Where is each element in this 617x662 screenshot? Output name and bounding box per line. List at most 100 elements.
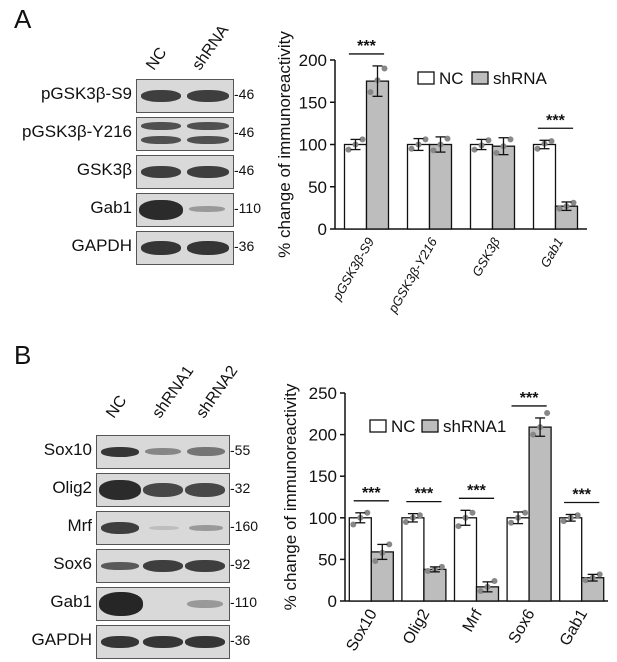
mw-marker-gapdh: -36 (230, 632, 251, 648)
blot-band (185, 636, 225, 648)
blot-strip-gab1 (136, 193, 234, 227)
y-tick-label: 100 (299, 136, 327, 155)
data-point (438, 563, 445, 570)
blot-strip-pgsk3-s9 (136, 79, 234, 113)
blot-band (187, 122, 229, 130)
significance-label: *** (546, 112, 565, 129)
data-point (372, 558, 379, 565)
x-tick-label-gab1: Gab1 (557, 606, 591, 648)
blot-band (141, 166, 181, 178)
blot-band (187, 166, 229, 178)
significance-label: *** (357, 38, 376, 55)
data-point (367, 89, 374, 96)
panel-letter-b: B (14, 340, 32, 370)
y-tick-label: 250 (309, 384, 337, 403)
legend-swatch-nc (369, 419, 387, 433)
blot-strip-gapdh (96, 625, 230, 659)
data-point (455, 523, 462, 530)
data-point (345, 146, 352, 153)
blot-band (99, 480, 141, 500)
y-tick-label: 150 (309, 467, 337, 486)
data-point (359, 136, 366, 143)
blot-strip-pgsk3-y216 (136, 117, 234, 151)
data-point (522, 509, 529, 516)
blot-strip-gab1 (96, 587, 230, 621)
data-point (548, 138, 555, 145)
data-point (530, 431, 537, 438)
blot-strip-mrf (96, 511, 230, 545)
blot-band (99, 592, 143, 616)
legend-label-nc: NC (439, 69, 464, 88)
data-point (350, 521, 357, 528)
data-point (508, 519, 515, 526)
blot-label-sox6: Sox6 (53, 554, 92, 573)
mw-marker-gab1: -110 (230, 594, 257, 610)
data-point (556, 205, 563, 212)
blot-band (187, 241, 229, 255)
blot-band (143, 483, 183, 497)
mw-marker-pgsk3-s9: -46 (234, 86, 255, 102)
data-point (560, 518, 567, 525)
data-point (416, 512, 423, 519)
data-point (596, 571, 603, 578)
bar-shrna1-olig2 (423, 568, 447, 602)
blot-band (145, 448, 181, 455)
data-point (430, 147, 437, 154)
y-tick-label: 150 (299, 93, 327, 112)
data-point (386, 541, 393, 548)
blot-band (101, 636, 139, 648)
significance-label: *** (572, 486, 591, 503)
y-tick-label: 50 (318, 550, 337, 569)
blot-band (143, 560, 183, 572)
blot-band (101, 562, 139, 570)
data-point (582, 577, 589, 584)
data-point (507, 136, 514, 143)
data-point (544, 409, 551, 416)
blot-band (187, 90, 229, 102)
data-point (408, 145, 415, 152)
mw-marker-sox6: -92 (230, 556, 251, 572)
data-point (570, 199, 577, 206)
significance-label: *** (467, 482, 486, 499)
data-point (402, 518, 409, 525)
blot-band (139, 200, 183, 220)
data-point (469, 509, 476, 516)
blot-band (141, 122, 181, 130)
x-tick-label-olig2: Olig2 (400, 606, 433, 647)
bar-nc-gab1 (559, 517, 583, 602)
mw-marker-gapdh: -36 (234, 238, 255, 254)
legend-swatch-shrna1 (421, 419, 439, 433)
bar-nc-olig2 (401, 517, 425, 602)
data-point (493, 149, 500, 156)
significance-label: *** (362, 485, 381, 502)
blot-band (189, 206, 225, 212)
significance-label: *** (415, 486, 434, 503)
mw-marker-sox10: -55 (230, 442, 251, 458)
bar-nc-sox10 (348, 517, 372, 602)
mw-marker-olig2: -32 (230, 480, 251, 496)
mw-marker-gsk3: -46 (234, 162, 255, 178)
blot-band (189, 525, 223, 531)
blot-band (143, 636, 183, 648)
data-point (422, 136, 429, 143)
blot-label-olig2: Olig2 (52, 478, 92, 497)
blot-label-pgsk3-y216: pGSK3β-Y216 (22, 122, 132, 141)
blot-label-pgsk3-s9: pGSK3β-S9 (40, 84, 132, 103)
mw-marker-pgsk3-y216: -46 (234, 124, 255, 140)
y-tick-label: 0 (318, 220, 327, 239)
blot-band (187, 447, 225, 456)
y-tick-label: 0 (328, 592, 337, 611)
legend-label-shrna1: shRNA1 (443, 417, 506, 436)
y-tick-label: 200 (309, 426, 337, 445)
blot-label-gapdh: GAPDH (31, 630, 92, 649)
x-tick-label-sox6: Sox6 (506, 606, 539, 646)
mw-marker-gab1: -110 (234, 200, 261, 216)
significance-label: *** (520, 390, 539, 407)
blot-label-sox10: Sox10 (43, 440, 92, 459)
blot-band (141, 241, 181, 255)
blot-band (149, 526, 179, 530)
mw-marker-mrf: -160 (230, 518, 259, 534)
blot-band (185, 560, 225, 572)
bar-shrna1-sox6 (528, 426, 552, 602)
